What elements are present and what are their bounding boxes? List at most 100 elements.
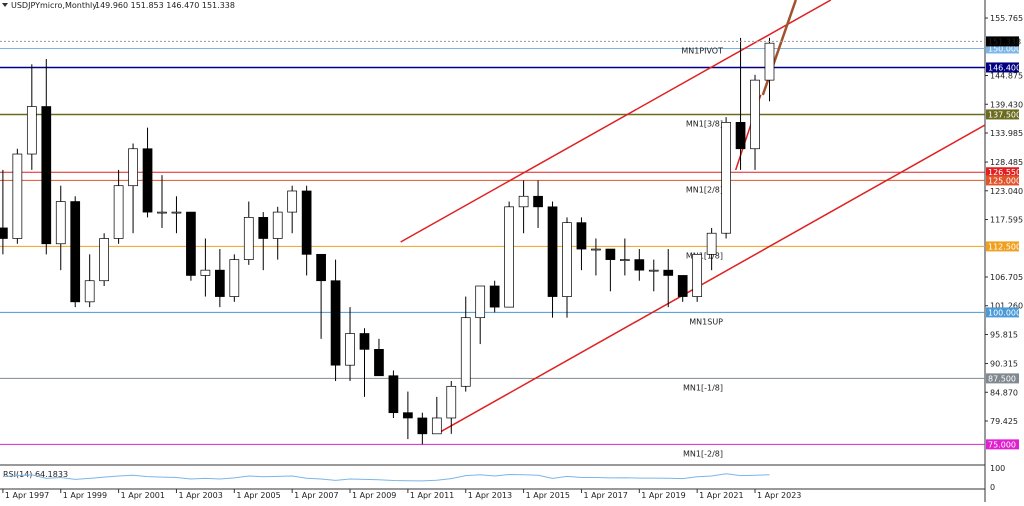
level-name: MN1[-2/8] <box>683 449 723 458</box>
x-tick-label: 1 Apr 2001 <box>121 491 165 500</box>
rsi-tick-label: 100 <box>990 464 1005 473</box>
y-tick-label: 123.040 <box>990 187 1023 196</box>
candle-body <box>663 269 674 276</box>
candle-body <box>142 148 153 213</box>
candle-body <box>576 222 587 250</box>
candle-body <box>215 269 225 297</box>
x-tick-label: 1 Apr 1999 <box>63 491 107 500</box>
candle-body <box>316 253 326 282</box>
candle-body <box>460 317 471 387</box>
candle-body <box>157 211 167 214</box>
level-tag-bg <box>986 175 1019 186</box>
candle-body <box>721 122 731 234</box>
y-tick-label: 79.425 <box>990 417 1018 426</box>
candle-body <box>446 385 457 419</box>
x-tick-label: 1 Apr 2023 <box>757 491 801 500</box>
candle-body <box>706 232 717 255</box>
candle-body <box>330 280 341 366</box>
level-tag-bg <box>986 167 1019 178</box>
x-tick-label: 1 Apr 1997 <box>5 491 49 500</box>
y-tick-label: 95.815 <box>990 330 1018 339</box>
level-tag-bg <box>986 109 1019 120</box>
candle-body <box>504 206 514 308</box>
level-tag-bg <box>986 373 1019 384</box>
candle-body <box>84 280 95 303</box>
level-tag-bg <box>986 241 1019 252</box>
candle-body <box>200 269 211 276</box>
level-tag: 112.500 <box>988 242 1021 251</box>
rsi-tick-label: 0 <box>990 483 995 492</box>
x-tick-label: 1 Apr 2021 <box>699 491 743 500</box>
candle-body <box>735 122 746 150</box>
x-tick-label: 1 Apr 2017 <box>583 491 627 500</box>
candle-body <box>403 412 413 419</box>
candle-body <box>243 217 254 260</box>
candle-body <box>70 201 81 303</box>
level-tag: 75.000 <box>988 440 1016 449</box>
candle-body <box>547 206 558 297</box>
level-name: MN1[1/8] <box>686 251 723 260</box>
candle-body <box>591 248 601 251</box>
y-tick-label: 117.595 <box>990 216 1023 225</box>
level-name: MN1SUP <box>689 317 723 326</box>
candle-body <box>374 349 384 377</box>
y-tick-label: 155.765 <box>990 14 1023 23</box>
candle-body <box>12 153 23 239</box>
level-name: MN1[3/8] <box>686 119 723 128</box>
y-tick-label: 133.985 <box>990 129 1023 138</box>
y-tick-label: 90.315 <box>990 360 1018 369</box>
x-tick-label: 1 Apr 2019 <box>641 491 685 500</box>
candle-body <box>55 201 66 245</box>
candle-body <box>388 375 399 414</box>
x-tick-label: 1 Apr 2013 <box>468 491 512 500</box>
candle-body <box>431 417 442 435</box>
trendline <box>439 124 986 433</box>
candle-body <box>619 259 630 261</box>
candle-body <box>287 190 298 213</box>
candle-body <box>489 285 500 308</box>
candle-body <box>272 211 283 239</box>
level-tag-bg <box>986 62 1019 73</box>
candle-body <box>417 417 428 435</box>
ohlc-text: 149.960 151.853 146.470 151.338 <box>95 1 235 10</box>
y-tick-label: 106.705 <box>990 273 1023 282</box>
level-tag: 137.500 <box>988 110 1021 119</box>
candle-body <box>750 79 760 150</box>
trendline <box>400 0 832 243</box>
candle-body <box>171 211 182 214</box>
candle-body <box>605 248 616 260</box>
candle-body <box>113 185 124 239</box>
candle-body <box>533 195 543 208</box>
candle-body <box>99 238 109 282</box>
candle-body <box>648 269 659 272</box>
y-tick-label: 139.430 <box>990 100 1023 109</box>
y-tick-label: 144.875 <box>990 72 1023 81</box>
level-tag: 100.000 <box>988 308 1021 317</box>
rsi-label: RSI(14) 64.1833 <box>3 470 68 479</box>
candle-body <box>764 42 775 81</box>
chart-title: USDJPYmicro,Monthly <box>11 1 97 10</box>
y-tick-label: 84.870 <box>990 388 1018 397</box>
menu-arrow[interactable] <box>2 3 8 7</box>
candle-body <box>26 106 37 155</box>
x-tick-label: 1 Apr 2005 <box>236 491 280 500</box>
candle-body <box>345 333 355 366</box>
candle-body <box>677 275 688 297</box>
level-tag: 87.500 <box>988 374 1016 383</box>
level-tag: 125.000 <box>988 176 1021 185</box>
x-tick-label: 1 Apr 2015 <box>526 491 570 500</box>
candle-body <box>562 222 572 297</box>
x-tick-label: 1 Apr 2009 <box>352 491 396 500</box>
x-tick-label: 1 Apr 2011 <box>410 491 454 500</box>
x-tick-label: 1 Apr 2007 <box>294 491 338 500</box>
candle-body <box>518 195 529 208</box>
candle-body <box>258 217 269 239</box>
candle-body <box>692 253 703 297</box>
candle-body <box>0 227 8 239</box>
y-tick-label: 101.260 <box>990 302 1023 311</box>
level-tag-bg <box>986 439 1019 450</box>
rsi-line <box>2 473 770 482</box>
level-tag: 126.550 <box>988 168 1021 177</box>
candle-body <box>186 211 196 276</box>
